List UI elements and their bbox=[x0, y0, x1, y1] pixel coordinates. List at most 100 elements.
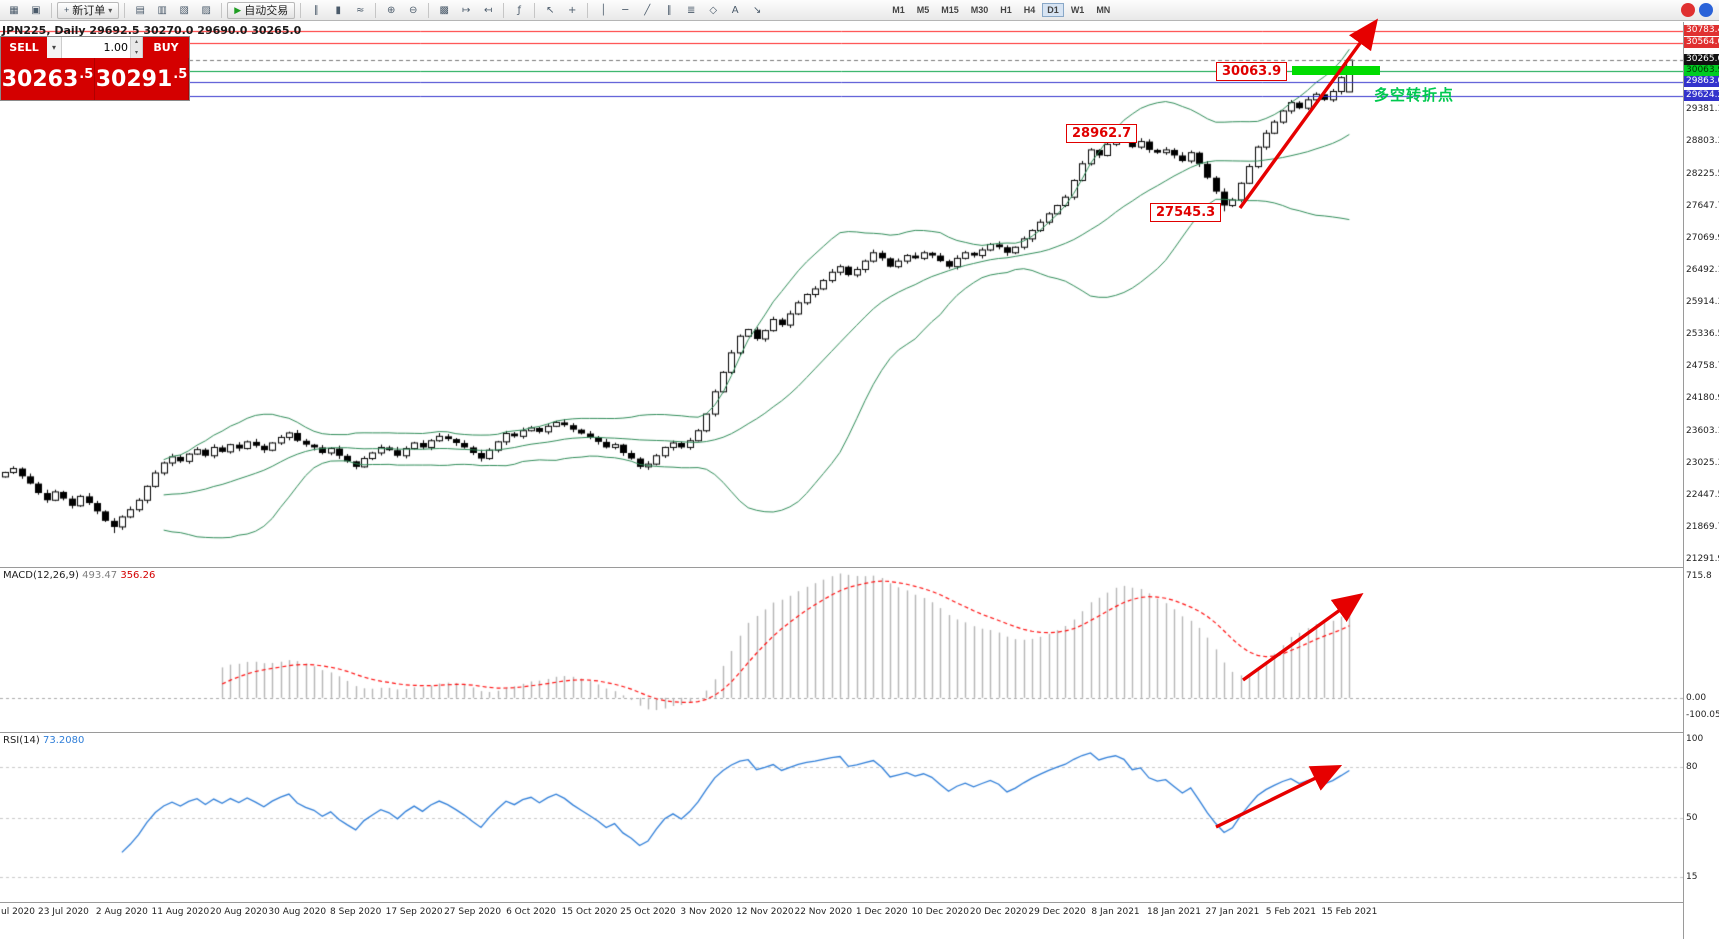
toolbar-separator bbox=[587, 2, 589, 18]
toolbar-separator bbox=[300, 2, 302, 18]
price-tick: 21869.7 bbox=[1686, 521, 1719, 532]
sell-price[interactable]: 30263 .5 bbox=[1, 58, 95, 100]
timeframe-m1-button[interactable]: M1 bbox=[887, 3, 910, 17]
price-line-label: 30063.9 bbox=[1684, 65, 1719, 77]
time-label: ul 2020 bbox=[1, 907, 35, 917]
cursor-icon[interactable]: ↖ bbox=[546, 4, 555, 16]
price-tick: 21291.9 bbox=[1686, 554, 1719, 565]
navigator-icon[interactable]: ▧ bbox=[179, 4, 189, 16]
arrow-object-icon[interactable]: ↘ bbox=[753, 4, 762, 16]
trendline-icon[interactable]: ╱ bbox=[644, 4, 651, 16]
candlestick-chart-icon[interactable]: ▮ bbox=[335, 4, 341, 16]
bar-chart-icon[interactable]: ∥ bbox=[313, 4, 319, 16]
macd-label: MACD(12,26,9) 493.47 356.26 bbox=[3, 570, 155, 581]
price-axis-column: 29381.1 28803.3 28225.5 27647.7 27069.9 26492… bbox=[1683, 22, 1719, 939]
timeframe-mn-button[interactable]: MN bbox=[1091, 3, 1115, 17]
chart-shift-icon[interactable]: ↤ bbox=[484, 4, 493, 16]
sell-price-main: 30263 bbox=[1, 66, 79, 92]
buy-price-frac: .5 bbox=[173, 66, 188, 82]
time-label: 15 Oct 2020 bbox=[561, 907, 618, 917]
horizontal-line-icon[interactable]: ─ bbox=[622, 4, 629, 16]
toolbar-separator bbox=[428, 2, 430, 18]
blue-badge-icon[interactable] bbox=[1699, 3, 1713, 17]
new-chart-icon[interactable]: ▦ bbox=[9, 4, 19, 16]
profiles-icon[interactable]: ▣ bbox=[31, 4, 41, 16]
vertical-line-icon[interactable]: │ bbox=[600, 4, 607, 16]
volume-down-button[interactable]: ▾ bbox=[130, 47, 142, 58]
market-watch-icon[interactable]: ▤ bbox=[135, 4, 145, 16]
new-order-button[interactable]: + 新订单 ▾ bbox=[57, 1, 120, 19]
crosshair-icon[interactable]: + bbox=[568, 4, 577, 16]
volume-input[interactable] bbox=[62, 37, 130, 58]
panel-separator[interactable] bbox=[0, 902, 1719, 903]
tile-windows-icon[interactable]: ▩ bbox=[439, 4, 449, 16]
timeframe-h4-button[interactable]: H4 bbox=[1019, 3, 1041, 17]
fibonacci-icon[interactable]: ≣ bbox=[687, 4, 696, 16]
rsi-indicator-canvas[interactable] bbox=[0, 733, 1683, 902]
timeframe-m5-button[interactable]: M5 bbox=[912, 3, 935, 17]
red-badge-icon[interactable] bbox=[1681, 3, 1695, 17]
price-annotation-27545: 27545.3 bbox=[1150, 203, 1222, 222]
auto-scroll-icon[interactable]: ↦ bbox=[462, 4, 471, 16]
price-annotation-30063: 30063.9 bbox=[1216, 62, 1288, 81]
auto-trading-button[interactable]: ▶ 自动交易 bbox=[227, 1, 296, 19]
time-label: 1 Dec 2020 bbox=[855, 907, 908, 917]
macd-indicator-canvas[interactable] bbox=[0, 568, 1683, 732]
macd-tick: -100.05 bbox=[1686, 709, 1719, 720]
zoom-out-icon[interactable]: ⊖ bbox=[409, 4, 418, 16]
price-tick: 25336.5 bbox=[1686, 329, 1719, 340]
rsi-tick: 50 bbox=[1686, 812, 1698, 823]
panel-separator[interactable] bbox=[0, 567, 1719, 568]
rsi-tick: 80 bbox=[1686, 761, 1698, 772]
time-axis: ul 2020 23 Jul 2020 2 Aug 2020 11 Aug 2020 2… bbox=[0, 903, 1683, 939]
price-tick: 25914.3 bbox=[1686, 297, 1719, 308]
trade-controls-row: SELL ▾ ▴ ▾ BUY bbox=[1, 37, 189, 58]
indicators-icon[interactable]: ƒ bbox=[517, 4, 521, 16]
new-order-button-label: 新订单 bbox=[72, 5, 106, 17]
line-chart-icon[interactable]: ≈ bbox=[356, 4, 365, 16]
main-toolbar: ▦ ▣ + 新订单 ▾ ▤ ▥ ▧ ▨ ▶ 自动交易 ∥ ▮ ≈ ⊕ ⊖ ▩ ↦ ↤ ƒ ↖ + │ ─ ╱ ∥ ≣ ◇ A ↘ M1 M5 M… bbox=[0, 0, 1719, 21]
time-label: 2 Aug 2020 bbox=[95, 907, 148, 917]
sell-button[interactable]: SELL bbox=[1, 37, 47, 58]
buy-price[interactable]: 30291 .5 bbox=[95, 58, 189, 100]
trade-options-caret-icon[interactable]: ▾ bbox=[47, 37, 62, 58]
trade-prices-row: 30263 .5 30291 .5 bbox=[1, 58, 189, 100]
time-label: 5 Feb 2021 bbox=[1265, 907, 1317, 917]
buy-button[interactable]: BUY bbox=[143, 37, 189, 58]
shapes-icon[interactable]: ◇ bbox=[709, 4, 718, 16]
time-label: 18 Jan 2021 bbox=[1147, 907, 1201, 917]
data-window-icon[interactable]: ▥ bbox=[157, 4, 167, 16]
time-label: 8 Jan 2021 bbox=[1091, 907, 1140, 917]
chart-workspace: 29381.1 28803.3 28225.5 27647.7 27069.9 26492… bbox=[0, 22, 1719, 939]
price-tick: 24758.7 bbox=[1686, 361, 1719, 372]
rsi-name: RSI(14) bbox=[3, 735, 40, 746]
price-tick: 23025.3 bbox=[1686, 457, 1719, 468]
timeframe-w1-button[interactable]: W1 bbox=[1066, 3, 1090, 17]
toolbar-separator bbox=[124, 2, 126, 18]
equidistant-channel-icon[interactable]: ∥ bbox=[666, 4, 672, 16]
time-label: 27 Jan 2021 bbox=[1205, 907, 1260, 917]
price-tick: 22447.5 bbox=[1686, 489, 1719, 500]
panel-separator[interactable] bbox=[0, 732, 1719, 733]
price-chart-canvas[interactable] bbox=[0, 22, 1683, 567]
text-label-icon[interactable]: A bbox=[731, 4, 739, 16]
terminal-icon[interactable]: ▨ bbox=[201, 4, 211, 16]
time-label: 8 Sep 2020 bbox=[330, 907, 382, 917]
time-label: 6 Oct 2020 bbox=[506, 907, 557, 917]
timeframe-m15-button[interactable]: M15 bbox=[936, 3, 964, 17]
toolbar-separator bbox=[503, 2, 505, 18]
turning-point-label: 多空转折点 bbox=[1374, 86, 1455, 104]
toolbar-separator bbox=[51, 2, 52, 18]
one-click-trading-panel: SELL ▾ ▴ ▾ BUY 30263 .5 30291 bbox=[0, 36, 190, 101]
timeframe-h1-button[interactable]: H1 bbox=[995, 3, 1017, 17]
timeframe-d1-button[interactable]: D1 bbox=[1042, 3, 1064, 17]
time-label: 20 Dec 2020 bbox=[969, 907, 1028, 917]
time-label: 25 Oct 2020 bbox=[620, 907, 676, 917]
rsi-tick: 100 bbox=[1686, 734, 1704, 744]
time-label: 17 Sep 2020 bbox=[385, 907, 443, 917]
macd-signal-value: 356.26 bbox=[120, 570, 156, 581]
timeframe-m30-button[interactable]: M30 bbox=[966, 3, 994, 17]
zoom-in-icon[interactable]: ⊕ bbox=[387, 4, 396, 16]
volume-up-button[interactable]: ▴ bbox=[130, 37, 142, 48]
